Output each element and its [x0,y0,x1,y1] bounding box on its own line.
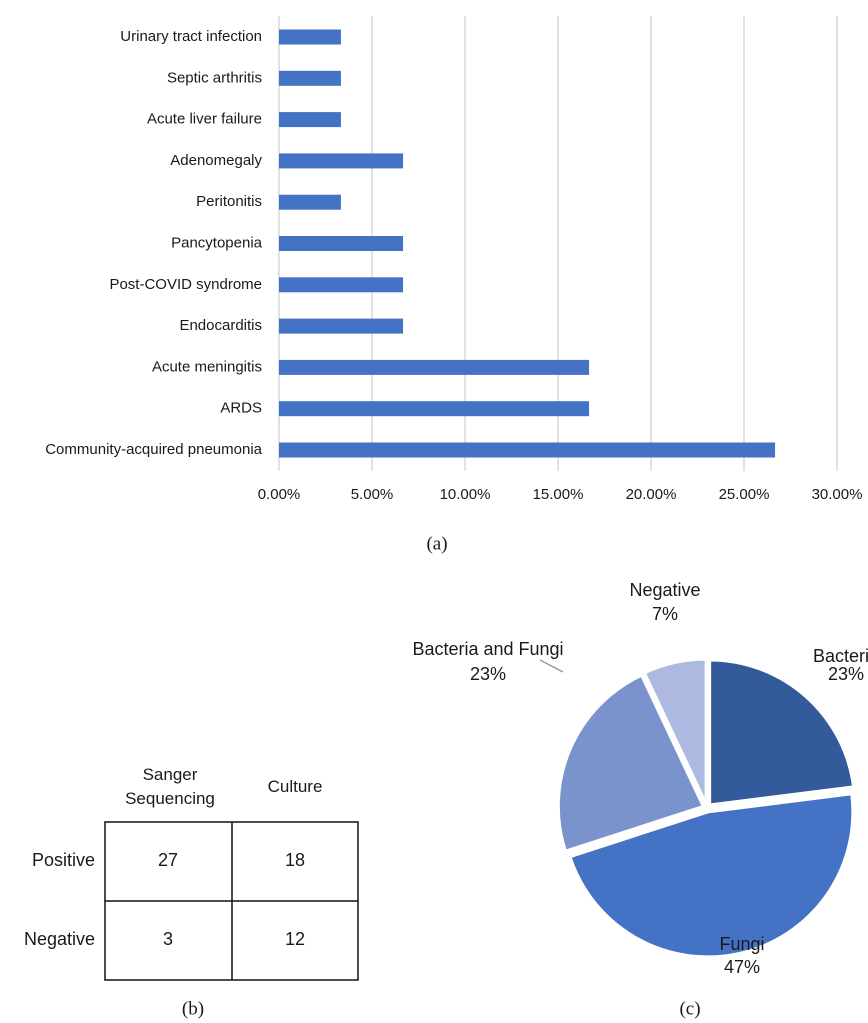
bar [279,153,404,169]
leader-line [539,659,564,673]
caption: (a) [426,533,447,554]
y-tick-label: Acute meningitis [152,358,262,375]
y-tick-label: Adenomegaly [170,152,262,169]
bar [279,318,404,334]
slice-label: Bacteria and Fungi [412,639,563,659]
x-tick-label: 0.00% [258,486,301,503]
bar [279,442,776,458]
pie-slice [708,658,856,807]
y-tick-label: Peritonitis [196,193,262,210]
bar [279,236,404,251]
slice-label: Bacteria [813,646,868,666]
table-cell: 12 [285,929,305,949]
y-tick-label: Endocarditis [179,317,262,334]
bar [279,112,341,128]
pie-slice [556,673,706,854]
slice-label: Negative [629,580,700,600]
table-header: Culture [267,777,323,796]
x-tick-label: 5.00% [351,486,394,503]
table-header: Sanger Sequencing [125,765,215,808]
y-tick-label: Urinary tract infection [120,28,262,45]
pie-slice [642,657,708,805]
table-cell: 3 [163,929,173,949]
x-tick-label: 10.00% [440,486,491,503]
bar [279,359,590,375]
slice-value: 23% [828,664,864,684]
bar [279,29,341,45]
table-cell: 27 [158,850,178,870]
bar [279,277,404,293]
slice-value: 23% [470,664,506,684]
x-tick-label: 20.00% [626,486,677,503]
row-header: Negative [24,929,95,949]
slice-label: Fungi [719,934,764,954]
table-cell: 18 [285,850,305,870]
bar [279,194,341,210]
y-tick-label: Community-acquired pneumonia [45,441,262,458]
caption: (b) [182,998,204,1019]
x-tick-label: 30.00% [812,486,863,503]
y-tick-label: Septic arthritis [167,69,262,86]
slice-value: 47% [724,957,760,977]
y-tick-label: Acute liver failure [147,111,262,128]
bar [279,70,341,86]
slice-value: 7% [652,604,678,624]
row-header: Positive [32,850,95,870]
caption: (c) [679,998,700,1019]
y-tick-label: Pancytopenia [171,234,263,251]
x-tick-label: 25.00% [719,486,770,503]
y-tick-label: Post-COVID syndrome [109,276,262,293]
pie-slice [568,792,855,959]
y-tick-label: ARDS [220,400,262,417]
x-tick-label: 15.00% [533,486,584,503]
bar [279,401,590,417]
